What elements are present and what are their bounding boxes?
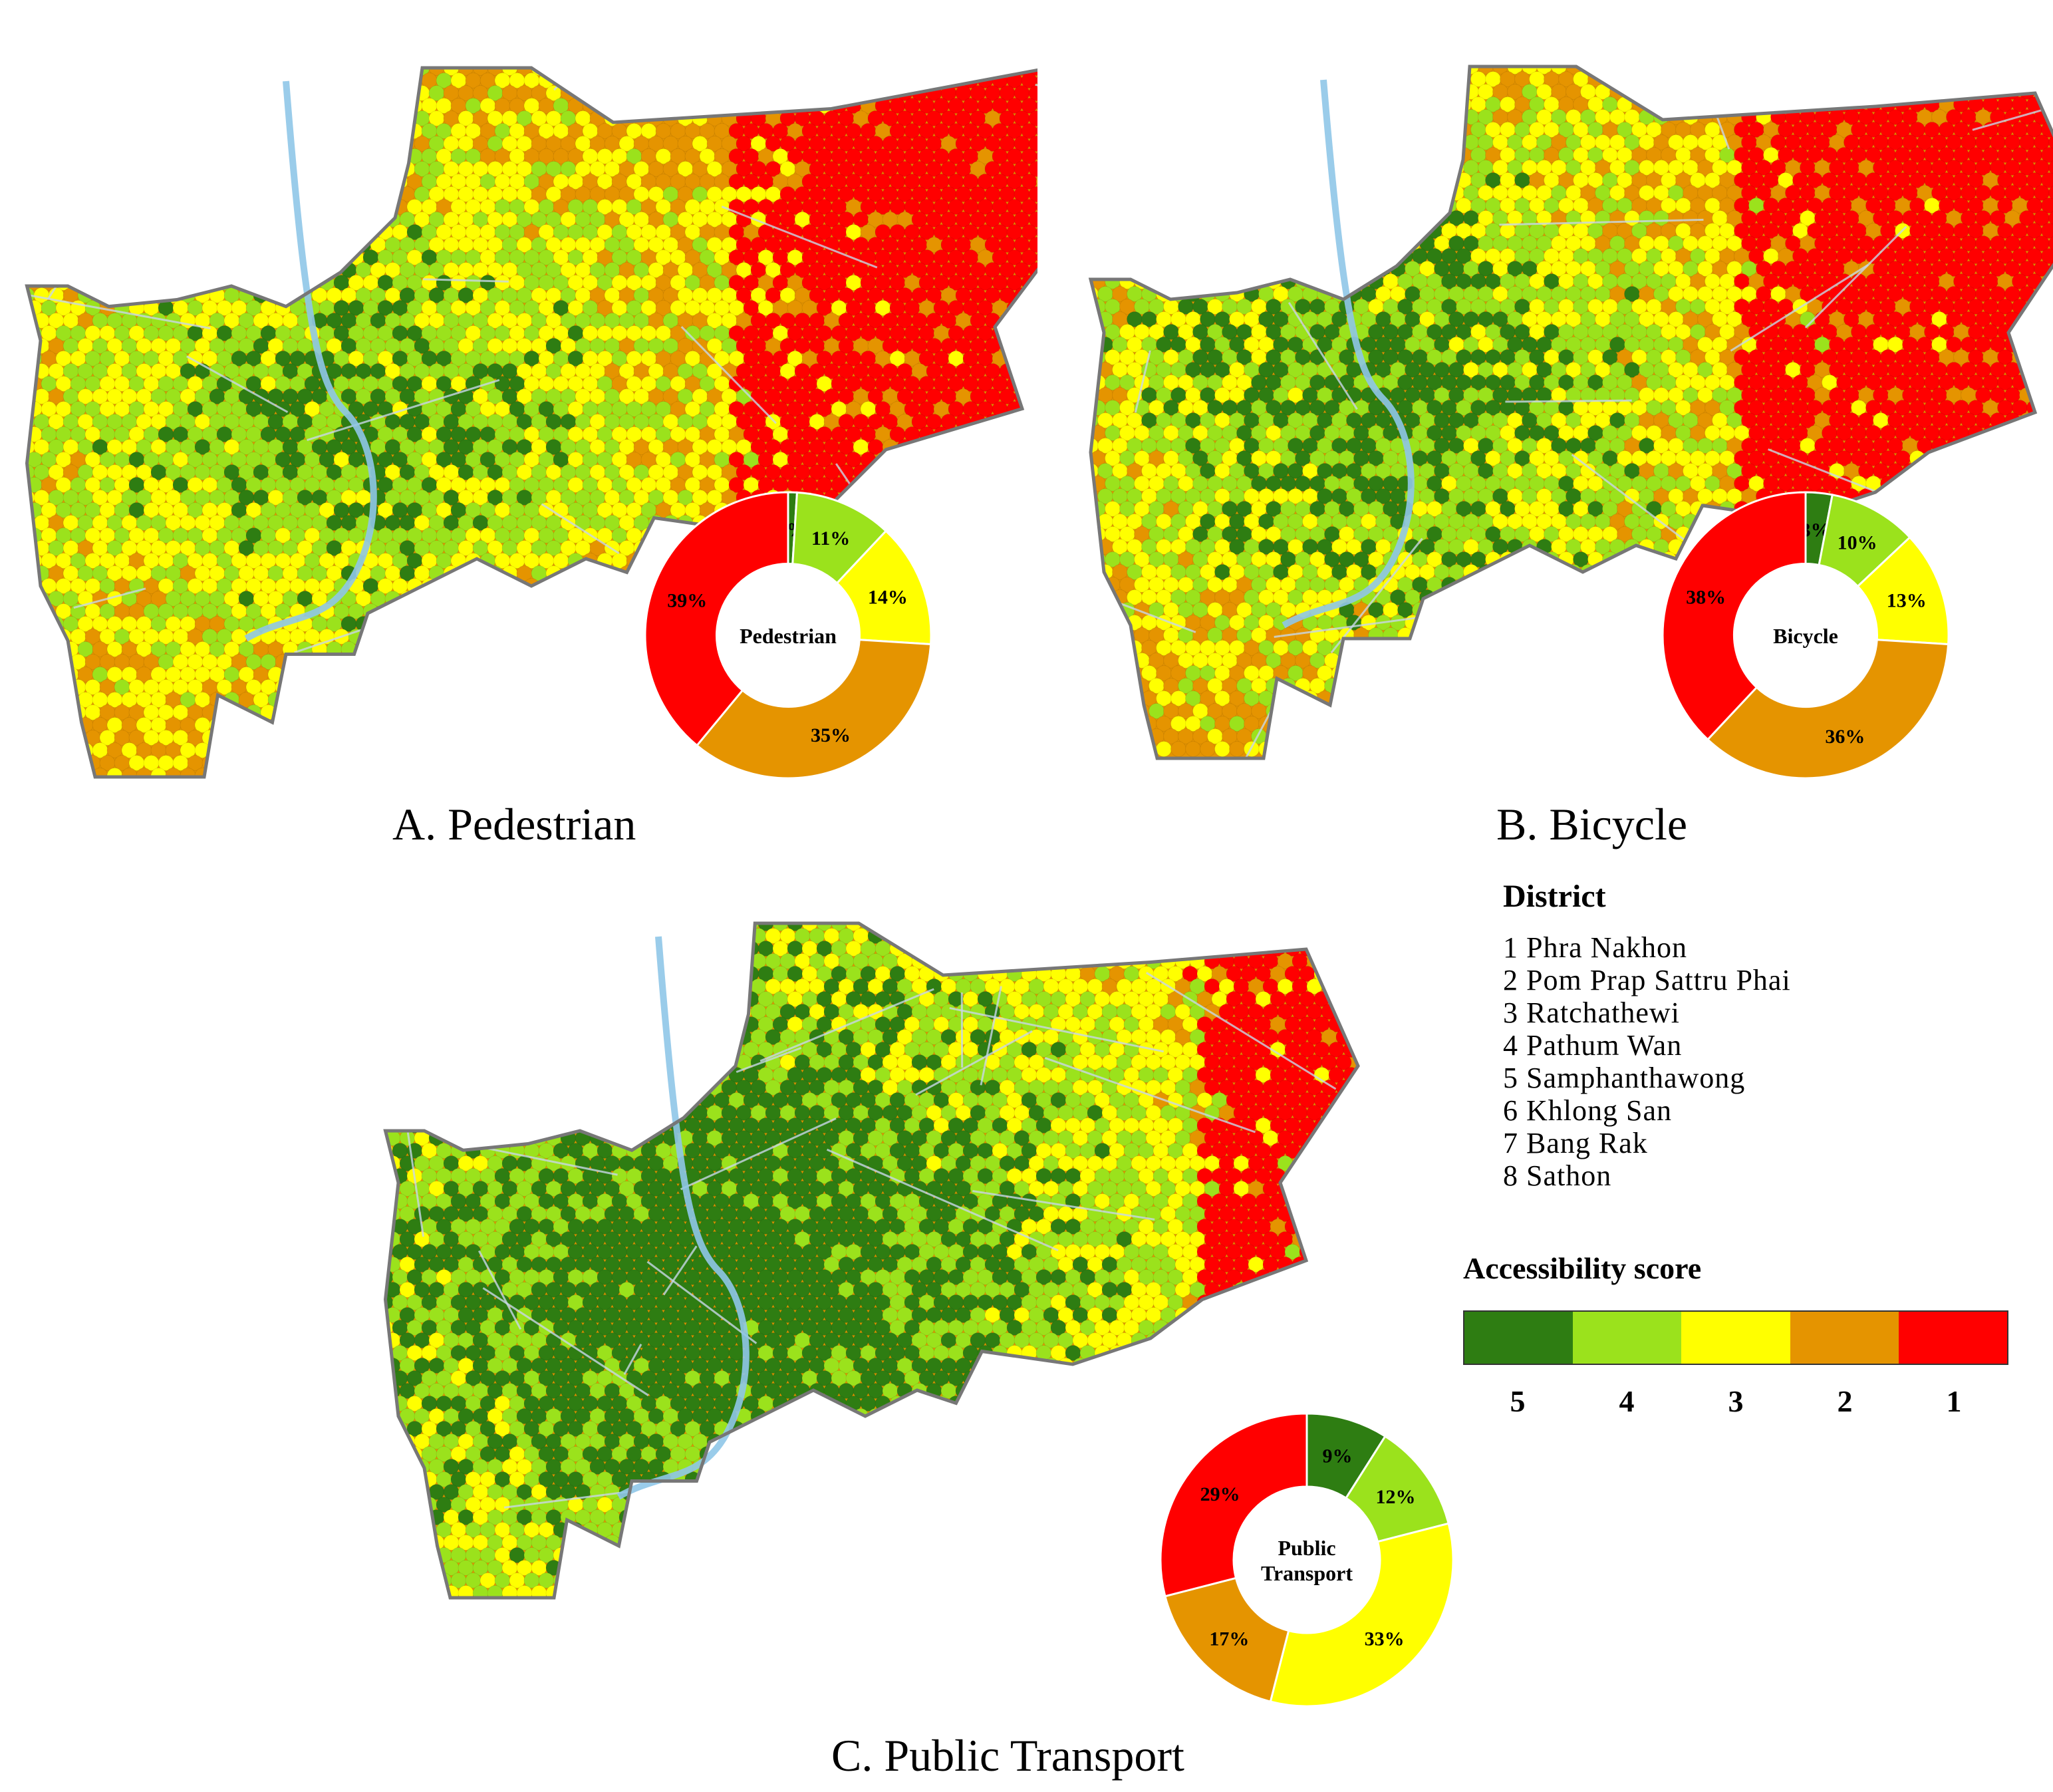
district-list: 1 Phra Nakhon 2 Pom Prap Sattru Phai 3 R… [1503,931,1791,1192]
district-item: 1 Phra Nakhon [1503,931,1687,964]
score-labels: 5 4 3 2 1 [1463,1384,2008,1419]
donut-value-label: 14% [868,587,908,609]
score-label: 4 [1619,1384,1635,1418]
caption-public-transport: C. Public Transport [831,1730,1184,1781]
caption-bicycle: B. Bicycle [1496,799,1688,849]
score-1-swatch [1898,1312,2008,1364]
panel-pedestrian: 1% 11% 14% 35% 39% Pedestrian A. Pedestrian [0,0,1037,865]
map-pedestrian: 1% 11%14%35%39%Pedestrian [25,66,1037,780]
donut-slice-score-1 [644,491,789,747]
score-4-swatch [1573,1312,1682,1364]
donut-value-label: 39% [667,589,707,611]
district-item: 7 Bang Rak [1503,1127,1648,1159]
score-label: 5 [1510,1384,1526,1418]
donut-center-label: Bicycle [1773,624,1838,648]
donut-value-label: 29% [1200,1483,1240,1505]
donut-slice-score-2 [695,639,932,780]
district-boundary [25,66,1037,779]
district-item: 3 Ratchathewi [1503,996,1680,1029]
panel-public-transport: 9% 12% 33% 17% 29% Public Transport C. Public … [372,858,1463,1792]
donut-center-label: Pedestrian [740,624,837,648]
district-item: 4 Pathum Wan [1503,1029,1683,1062]
donut-value-label: 11% [811,527,850,549]
donut-value-label: 17% [1209,1628,1249,1650]
score-3-swatch [1681,1312,1790,1364]
donut-slice-score-1 [1661,491,1807,741]
donut-center-label: Public [1278,1536,1335,1560]
donut-value-label: 9% [1323,1445,1353,1467]
river-line [1282,79,1415,629]
district-item: 2 Pom Prap Sattru Phai [1503,964,1791,996]
legend: District 1 Phra Nakhon 2 Pom Prap Sattru… [1463,878,2035,1477]
donut-slice-score-1 [1159,1412,1308,1598]
donut-value-label: 38% [1686,587,1726,609]
donut-center-label: Transport [1261,1561,1353,1585]
donut-chart: 3%10%13%36%38%Bicycle [1661,491,1950,780]
donut-value-label: 36% [1825,726,1865,748]
district-item: 5 Samphanthawong [1503,1062,1746,1094]
district-legend-title: District [1503,879,1606,914]
donut-value-label: 35% [811,724,851,746]
district-boundary [1088,65,2053,760]
score-label: 3 [1728,1384,1744,1418]
donut-value-label: 13% [1887,589,1927,611]
river-line [616,936,750,1500]
river-line [244,80,377,642]
donut-value-label: 10% [1838,532,1877,554]
donut-slice-score-3 [835,529,932,646]
score-label: 1 [1946,1384,1962,1418]
panel-bicycle: 3% 10% 13% 36% 38% Bicycle B. Bicycle [1037,0,2053,865]
donut-value-label: 33% [1365,1628,1405,1650]
accessibility-score-title: Accessibility score [1463,1251,1702,1285]
score-label: 2 [1837,1384,1853,1418]
score-5-swatch [1464,1312,1574,1364]
score-2-swatch [1790,1312,1899,1364]
donut-value-label: 12% [1375,1486,1415,1508]
accessibility-color-ramp [1463,1310,2008,1365]
donut-slice-score-2 [1164,1576,1290,1703]
caption-pedestrian: A. Pedestrian [392,799,636,849]
donut-chart: 1% 11%14%35%39%Pedestrian [644,491,932,780]
map-bicycle: 3%10%13%36%38%Bicycle [1088,65,2053,780]
donut-slice-score-3 [1269,1522,1454,1708]
donut-slice-score-2 [1706,639,1950,780]
district-boundary [383,921,1360,1600]
district-item: 8 Sathon [1503,1159,1612,1192]
district-item: 6 Khlong San [1503,1094,1672,1127]
